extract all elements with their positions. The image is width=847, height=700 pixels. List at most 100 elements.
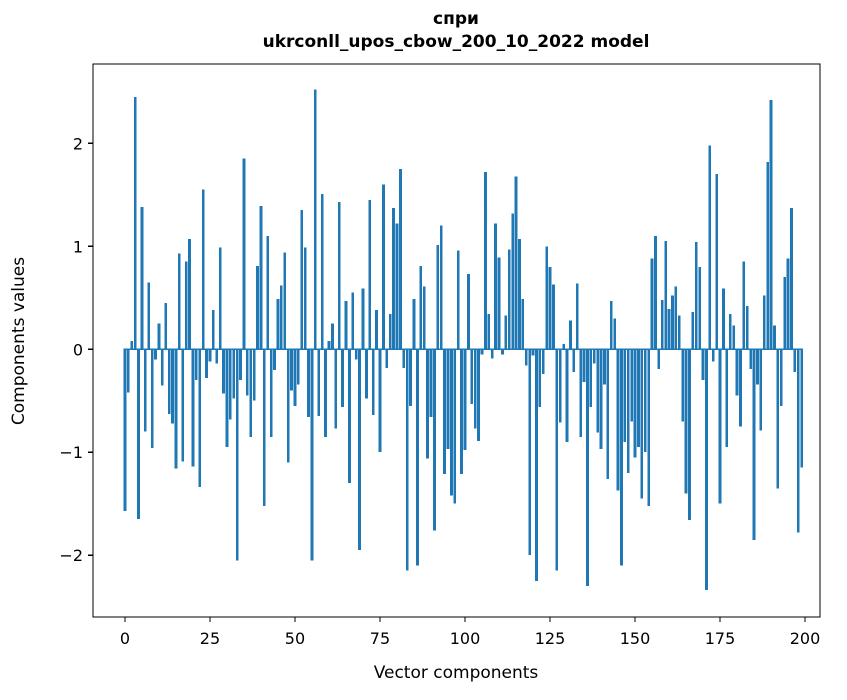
- bar: [473, 349, 477, 429]
- bar: [599, 349, 603, 450]
- bar: [742, 261, 746, 350]
- bar: [263, 349, 266, 506]
- bar: [358, 349, 361, 551]
- bar: [579, 349, 582, 437]
- bar: [426, 349, 429, 459]
- bar: [181, 349, 185, 462]
- bar: [575, 283, 579, 350]
- bar: [433, 349, 436, 531]
- bar: [592, 349, 596, 364]
- x-tick-label: 25: [200, 629, 220, 648]
- bar: [691, 312, 695, 350]
- bar: [399, 169, 402, 350]
- bar: [218, 247, 222, 350]
- bar: [150, 349, 154, 449]
- bar: [171, 349, 174, 424]
- bar: [637, 349, 640, 448]
- bar: [779, 349, 783, 406]
- bar: [640, 349, 644, 499]
- bar: [609, 300, 613, 350]
- bar: [756, 349, 759, 385]
- bar: [769, 100, 773, 350]
- bar: [793, 349, 797, 372]
- bar: [422, 286, 426, 350]
- bar: [161, 349, 164, 386]
- bar: [538, 349, 542, 407]
- axes-group: 0 25 50 75 100 125 150 175 200 −2 −1 0 1 2: [59, 134, 820, 648]
- bar: [419, 265, 423, 350]
- x-tick-label: 125: [535, 629, 566, 648]
- bar: [133, 96, 137, 350]
- bar: [371, 349, 375, 416]
- bar: [242, 158, 246, 350]
- bar: [497, 257, 501, 350]
- bar: [127, 349, 130, 393]
- bar: [225, 349, 229, 448]
- x-tick-label: 75: [370, 629, 390, 648]
- bar: [531, 349, 535, 356]
- bar: [786, 258, 790, 350]
- bar: [188, 239, 191, 350]
- bar: [300, 210, 304, 350]
- bar: [320, 193, 324, 350]
- bar: [368, 199, 372, 350]
- bar: [375, 310, 378, 350]
- bar: [484, 172, 487, 350]
- bar: [623, 349, 627, 442]
- x-tick-label: 100: [450, 629, 481, 648]
- bar: [446, 349, 450, 450]
- bar: [208, 349, 212, 362]
- bar: [776, 349, 780, 489]
- bar: [184, 261, 188, 350]
- bar: [589, 349, 593, 407]
- x-tick-label: 175: [705, 629, 736, 648]
- bar: [504, 315, 508, 350]
- bar: [392, 208, 395, 350]
- plot-border: [92, 63, 821, 618]
- bar: [647, 349, 650, 506]
- bar: [657, 349, 661, 369]
- bar: [314, 89, 317, 350]
- bar: [276, 298, 280, 350]
- bar: [514, 176, 518, 350]
- bar: [310, 349, 314, 561]
- bar: [688, 349, 691, 521]
- bar: [395, 223, 399, 350]
- bar: [337, 201, 341, 350]
- y-axis-label: Components values: [9, 257, 29, 425]
- bar: [307, 349, 310, 418]
- bar: [341, 349, 344, 407]
- bar: [582, 349, 586, 383]
- bar: [283, 252, 287, 350]
- bar: [324, 349, 327, 437]
- bar: [487, 314, 491, 350]
- bar: [603, 349, 606, 385]
- bar: [293, 349, 297, 406]
- x-axis-label: Vector components: [374, 663, 539, 683]
- bar: [388, 314, 392, 350]
- bar: [701, 349, 705, 381]
- bar: [232, 349, 236, 399]
- bar: [327, 341, 331, 350]
- bar: [762, 295, 766, 350]
- bar: [215, 349, 219, 364]
- bar: [273, 349, 276, 370]
- bar: [443, 349, 446, 474]
- bar: [157, 323, 161, 350]
- bar: [677, 315, 681, 350]
- bar: [137, 349, 140, 520]
- bar: [212, 310, 215, 350]
- bar: [460, 349, 463, 474]
- bar: [558, 349, 562, 423]
- bar: [246, 349, 249, 396]
- bar: [154, 349, 157, 360]
- bar: [650, 258, 654, 350]
- bar: [524, 349, 528, 366]
- bar: [235, 349, 239, 561]
- bar: [501, 349, 504, 355]
- bar: [745, 306, 749, 350]
- bar: [174, 349, 178, 469]
- bar: [620, 349, 623, 566]
- bar: [606, 349, 610, 479]
